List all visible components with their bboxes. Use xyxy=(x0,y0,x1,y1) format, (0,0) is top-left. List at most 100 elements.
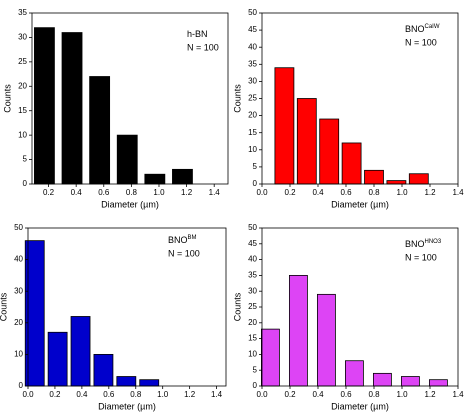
bar xyxy=(172,168,193,185)
x-tick-label: 0.2 xyxy=(43,188,55,197)
x-tick-label: 0.0 xyxy=(22,390,34,399)
x-tick-label: 1.4 xyxy=(452,188,464,197)
bar xyxy=(288,274,308,387)
x-tick-label: 1.4 xyxy=(209,188,221,197)
annotation-n: N = 100 xyxy=(405,37,437,47)
y-tick-label: 15 xyxy=(248,334,257,343)
x-tick-label: 0.8 xyxy=(368,188,380,197)
panel: 0 10 20 30 40 50 0.0 0.2 0.4 0.6 0.8 1.0 1.2 1.4 Diame… xyxy=(0,223,227,411)
y-tick-label: 25 xyxy=(248,94,257,103)
y-tick-label: 35 xyxy=(18,8,27,17)
annotation-label: BNO xyxy=(405,24,425,34)
y-tick-label: 15 xyxy=(248,128,257,137)
y-tick-label: 10 xyxy=(248,350,257,359)
x-tick-label: 1.2 xyxy=(181,188,193,197)
bar xyxy=(386,180,407,185)
x-tick-label: 0.6 xyxy=(103,390,115,399)
y-tick-label: 0 xyxy=(23,179,28,188)
x-tick-label: 0.8 xyxy=(130,390,142,399)
y-tick-label: 20 xyxy=(14,318,23,327)
y-tick-label: 30 xyxy=(248,286,257,295)
x-tick-label: 1.0 xyxy=(157,390,169,399)
bar xyxy=(428,379,448,387)
panel: 0 5 10 15 20 25 30 35 0.2 0.4 0.6 1.0 0.8 1.2 1.4 Diame… xyxy=(2,8,229,209)
annotation-n: N = 100 xyxy=(405,252,437,262)
y-tick-label: 20 xyxy=(248,318,257,327)
annotation: h-BN xyxy=(187,29,208,39)
bar xyxy=(372,372,392,387)
x-tick-label: 0.4 xyxy=(76,390,88,399)
x-tick-label: 0.0 xyxy=(256,390,268,399)
y-tick-label: 50 xyxy=(14,223,23,232)
y-axis-label: Counts xyxy=(0,292,8,321)
x-tick-label: 0.6 xyxy=(340,390,352,399)
y-axis-label: Counts xyxy=(232,292,242,321)
axes-frame xyxy=(27,227,227,387)
bar xyxy=(341,142,362,185)
bar xyxy=(47,331,68,387)
y-tick-label: 45 xyxy=(248,239,257,248)
bar xyxy=(116,376,137,387)
x-tick-label: 1.4 xyxy=(452,390,464,399)
annotation-label: BNO xyxy=(168,235,188,245)
panel: 0 5 10 15 20 25 30 35 40 45 50 0.0 0.2 0.4 0.6 0.8 1.0 1.… xyxy=(232,8,464,209)
x-tick-label: 1.2 xyxy=(424,390,436,399)
y-tick-label: 0 xyxy=(19,381,24,390)
y-tick-label: 40 xyxy=(248,42,257,51)
x-axis-label: Diameter (µm) xyxy=(331,401,389,411)
bar xyxy=(408,173,429,185)
y-tick-label: 10 xyxy=(248,145,257,154)
x-tick-label: 1.0 xyxy=(396,390,408,399)
x-tick-label: 0.6 xyxy=(340,188,352,197)
x-tick-label: 0.4 xyxy=(71,188,83,197)
x-tick-label: 0.8 xyxy=(368,390,380,399)
x-tick-label: 1.0 xyxy=(396,188,408,197)
x-tick-label: 1.2 xyxy=(424,188,436,197)
x-tick-label: 1.2 xyxy=(184,390,196,399)
y-tick-label: 5 xyxy=(23,155,28,164)
x-tick-label: 1.0 xyxy=(153,188,165,197)
bar xyxy=(116,134,138,185)
y-tick-label: 35 xyxy=(248,271,257,280)
y-tick-label: 20 xyxy=(248,111,257,120)
y-tick-label: 10 xyxy=(18,130,27,139)
y-tick-label: 5 xyxy=(253,365,258,374)
y-tick-label: 25 xyxy=(248,302,257,311)
x-tick-label: 0.4 xyxy=(312,390,324,399)
annotation-sup: HNO3 xyxy=(425,239,442,245)
bar xyxy=(296,98,317,185)
bar xyxy=(89,76,111,185)
annotation-sup: CaIW xyxy=(425,24,440,30)
x-axis-label: Diameter (µm) xyxy=(101,199,159,209)
bar xyxy=(34,27,55,185)
x-tick-label: 0.0 xyxy=(256,188,268,197)
annotation: BNOCaIW xyxy=(405,24,440,35)
x-tick-label: 0.2 xyxy=(49,390,61,399)
y-tick-label: 50 xyxy=(248,223,257,232)
x-axis-label: Diameter (µm) xyxy=(98,401,156,411)
y-tick-label: 30 xyxy=(248,77,257,86)
panel: 0 5 10 15 20 25 30 35 40 45 50 0.0 0.2 0.4 0.6 0.8 1.0 1.… xyxy=(232,223,464,411)
y-tick-label: 0 xyxy=(253,381,258,390)
x-tick-label: 1.4 xyxy=(211,390,223,399)
y-tick-label: 45 xyxy=(248,25,257,34)
y-tick-label: 30 xyxy=(18,33,27,42)
bar xyxy=(316,293,336,387)
y-tick-label: 40 xyxy=(14,255,23,264)
x-tick-label: 0.6 xyxy=(98,188,110,197)
bar xyxy=(274,67,295,185)
x-axis-label: Diameter (µm) xyxy=(331,199,389,209)
x-tick-label: 0.2 xyxy=(284,390,296,399)
x-tick-label: 0.4 xyxy=(312,188,324,197)
annotation-n: N = 100 xyxy=(187,42,219,52)
y-tick-label: 30 xyxy=(14,286,23,295)
bar xyxy=(93,353,114,387)
y-tick-label: 35 xyxy=(248,59,257,68)
bar xyxy=(144,173,166,185)
y-tick-label: 25 xyxy=(18,57,27,66)
x-tick-label: 0.8 xyxy=(126,188,138,197)
y-tick-label: 5 xyxy=(253,162,258,171)
annotation: BNOBM xyxy=(168,235,197,246)
y-axis-label: Counts xyxy=(2,84,12,113)
